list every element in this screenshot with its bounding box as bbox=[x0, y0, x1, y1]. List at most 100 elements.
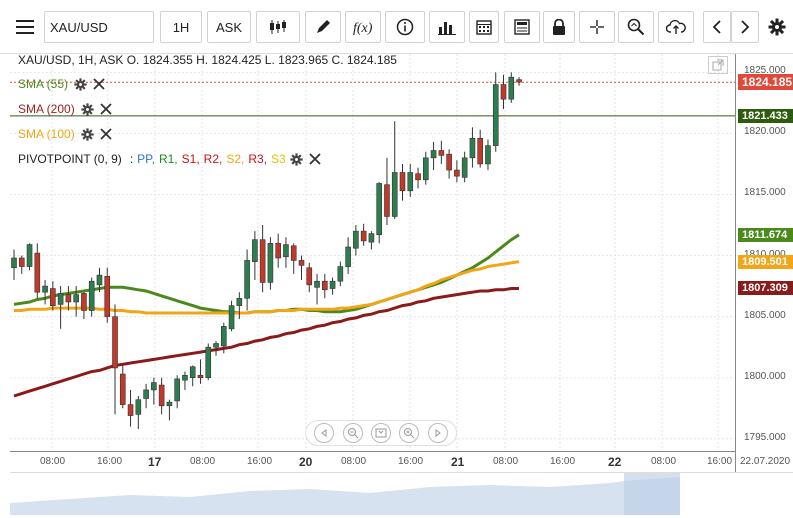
candle-body bbox=[391, 172, 398, 217]
close-icon[interactable] bbox=[309, 153, 321, 165]
indicator-label: SMA (100) bbox=[18, 127, 75, 141]
candle-body bbox=[143, 389, 149, 399]
candle-body bbox=[228, 305, 235, 330]
candle-body bbox=[189, 366, 196, 379]
reset-view-button[interactable] bbox=[370, 423, 391, 443]
candle-body bbox=[213, 343, 219, 348]
candle-body bbox=[329, 280, 336, 289]
triangle-left-icon bbox=[321, 429, 327, 437]
price-tag: 1811.674 bbox=[738, 228, 793, 243]
candle-body bbox=[220, 326, 227, 347]
lock-icon bbox=[553, 19, 565, 35]
crosshair-button[interactable] bbox=[579, 11, 615, 43]
candle-body bbox=[42, 285, 48, 293]
zoom-in-button[interactable] bbox=[399, 423, 420, 443]
candle-body bbox=[461, 157, 468, 178]
candle-body bbox=[353, 230, 359, 249]
price-chart[interactable] bbox=[0, 0, 793, 472]
candle-body bbox=[104, 276, 111, 317]
cloud-upload-icon bbox=[666, 19, 686, 34]
chart-type-button[interactable] bbox=[256, 11, 300, 43]
prev-button[interactable] bbox=[703, 11, 731, 43]
candle-body bbox=[360, 230, 367, 242]
candles bbox=[11, 72, 522, 430]
candle-body bbox=[283, 244, 289, 258]
candle-body bbox=[119, 373, 126, 405]
timeframe-selector[interactable]: 1H bbox=[160, 11, 202, 43]
candle-body bbox=[376, 183, 382, 236]
next-icon bbox=[741, 20, 750, 34]
volume-button[interactable] bbox=[429, 11, 465, 43]
candle-body bbox=[81, 293, 87, 311]
close-icon[interactable] bbox=[100, 103, 112, 115]
candle-body bbox=[18, 257, 25, 267]
candle-body bbox=[34, 252, 41, 293]
candle-body bbox=[236, 298, 243, 306]
price-side-selector[interactable]: ASK bbox=[207, 11, 251, 43]
toolbar: XAU/USD 1H ASK f(x) bbox=[0, 0, 793, 54]
candle-body bbox=[197, 374, 204, 379]
y-tick-label: 1805.000 bbox=[744, 309, 786, 321]
candle-body bbox=[290, 245, 297, 261]
scroll-left-button[interactable] bbox=[314, 423, 335, 443]
x-tick-label: 20 bbox=[299, 455, 313, 469]
info-icon bbox=[396, 18, 414, 36]
y-tick-label: 1825.000 bbox=[744, 65, 786, 77]
candle-body bbox=[500, 84, 507, 100]
scroll-right-button[interactable] bbox=[427, 423, 448, 443]
candle-body bbox=[415, 173, 421, 181]
draw-icon bbox=[317, 20, 330, 33]
x-tick-label: 17 bbox=[148, 455, 162, 469]
menu-button[interactable] bbox=[8, 11, 42, 43]
candle-body bbox=[275, 243, 281, 259]
price-tag: 1809.501 bbox=[738, 254, 793, 269]
zoom-out-button[interactable] bbox=[342, 423, 363, 443]
candle-body bbox=[11, 257, 17, 269]
y-tick-label: 1820.000 bbox=[744, 126, 786, 138]
settings-icon bbox=[768, 18, 786, 36]
x-tick-label: 21 bbox=[451, 455, 465, 469]
pivot-r1: R1, bbox=[158, 152, 178, 166]
candle-body bbox=[345, 246, 351, 267]
gear-icon[interactable] bbox=[290, 152, 303, 166]
pivot-s3: S3 bbox=[271, 152, 286, 166]
sma-lines bbox=[13, 233, 520, 398]
calendar-button[interactable] bbox=[469, 11, 499, 43]
candle-body bbox=[384, 184, 390, 217]
timeframe-label: 1H bbox=[172, 19, 190, 35]
next-button[interactable] bbox=[731, 11, 759, 43]
candle-body bbox=[252, 239, 258, 262]
lock-button[interactable] bbox=[543, 11, 575, 43]
indicator-sma200: SMA (200) bbox=[18, 102, 112, 116]
candle-body bbox=[65, 294, 72, 303]
candle-body bbox=[516, 79, 522, 83]
calendar-icon bbox=[476, 20, 492, 35]
x-tick-label: 16:00 bbox=[398, 456, 424, 467]
pivot-separator: : bbox=[129, 152, 134, 166]
candle-body bbox=[73, 294, 79, 303]
draw-button[interactable] bbox=[305, 11, 341, 43]
gear-icon[interactable] bbox=[74, 77, 87, 91]
gear-icon[interactable] bbox=[81, 127, 94, 141]
cloud-upload-button[interactable] bbox=[658, 11, 694, 43]
zoom-button[interactable] bbox=[618, 11, 654, 43]
close-icon[interactable] bbox=[93, 78, 105, 90]
close-icon[interactable] bbox=[100, 128, 112, 140]
settings-button[interactable] bbox=[763, 11, 791, 43]
gear-icon[interactable] bbox=[81, 102, 94, 116]
candle-body bbox=[244, 260, 250, 299]
candle-body bbox=[314, 280, 320, 288]
price-tag: 1821.433 bbox=[738, 108, 793, 123]
candle-body bbox=[492, 84, 499, 146]
function-button[interactable]: f(x) bbox=[345, 11, 381, 43]
symbol-selector[interactable]: XAU/USD bbox=[44, 11, 154, 43]
candle-body bbox=[399, 172, 406, 192]
price-levels bbox=[10, 81, 735, 117]
overview-navigator[interactable] bbox=[10, 472, 793, 515]
expand-button[interactable] bbox=[708, 56, 728, 74]
info-button[interactable] bbox=[385, 11, 425, 43]
news-button[interactable] bbox=[504, 11, 540, 43]
candle-body bbox=[158, 384, 165, 407]
news-icon bbox=[514, 19, 530, 35]
candle-body bbox=[485, 145, 491, 165]
